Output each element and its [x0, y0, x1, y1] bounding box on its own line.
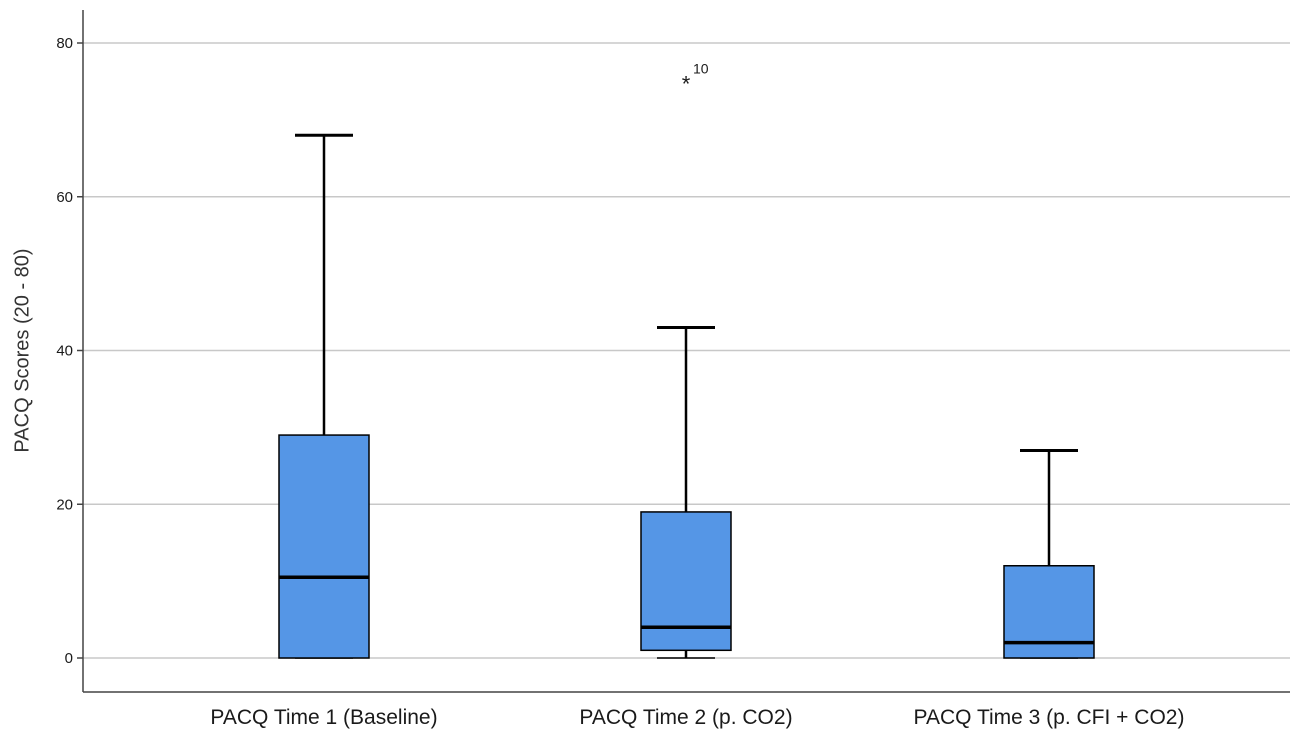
boxes: *10 — [278, 60, 1095, 659]
iqr-box — [278, 434, 370, 659]
box-group-3 — [1003, 448, 1095, 659]
iqr-box — [640, 511, 732, 652]
y-tick-label-60: 60 — [56, 189, 73, 206]
outlier-label: 10 — [693, 60, 709, 76]
x-category-label-3: PACQ Time 3 (p. CFI + CO2) — [914, 706, 1185, 729]
y-axis-title: PACQ Scores (20 - 80) — [11, 248, 33, 452]
y-tick-label-40: 40 — [56, 343, 73, 360]
box-group-2: *10 — [640, 60, 732, 659]
x-category-label-2: PACQ Time 2 (p. CO2) — [579, 706, 792, 729]
box-group-1 — [278, 133, 370, 659]
x-category-labels: PACQ Time 1 (Baseline) PACQ Time 2 (p. CO… — [210, 706, 1184, 729]
y-tick-labels: 0 20 40 60 80 — [56, 35, 83, 667]
x-category-label-1: PACQ Time 1 (Baseline) — [210, 706, 437, 729]
y-tick-label-80: 80 — [56, 35, 73, 52]
y-tick-label-20: 20 — [56, 496, 73, 513]
y-tick-label-0: 0 — [65, 650, 73, 667]
outlier-marker: * — [682, 71, 691, 96]
